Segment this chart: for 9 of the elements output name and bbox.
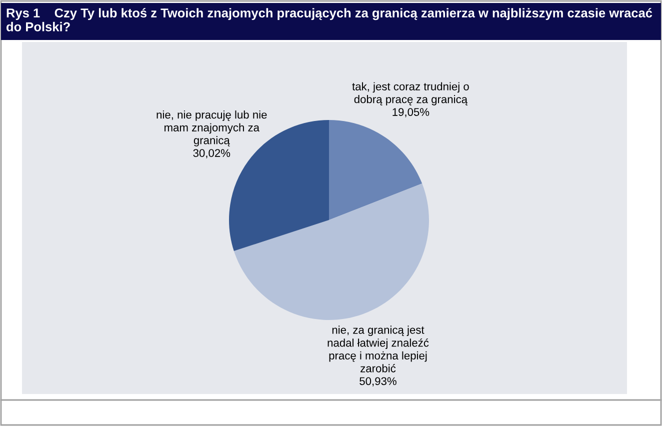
chart-title: Rys 1 Czy Ty lub ktoś z Twoich znajomych pracujących za granicą zamierza w najbliższym czasie wracać do Polski? — [6, 8, 652, 32]
pie-slice — [234, 183, 429, 320]
slice-label: nie, nie pracuję lub nie mam znajomych za granicą — [156, 110, 267, 146]
data-label: 30,02% — [193, 149, 230, 158]
slice-label: nie, za granicą jest nadal łatwiej znaleźć pracę i można lepiej zarobić — [328, 326, 429, 372]
data-label: 19,05% — [392, 108, 430, 118]
slice-label: tak, jest coraz trudniej o dobrą pracę za granicą — [352, 82, 469, 106]
pie-slice — [329, 120, 422, 220]
data-label: 50,93% — [360, 377, 396, 386]
